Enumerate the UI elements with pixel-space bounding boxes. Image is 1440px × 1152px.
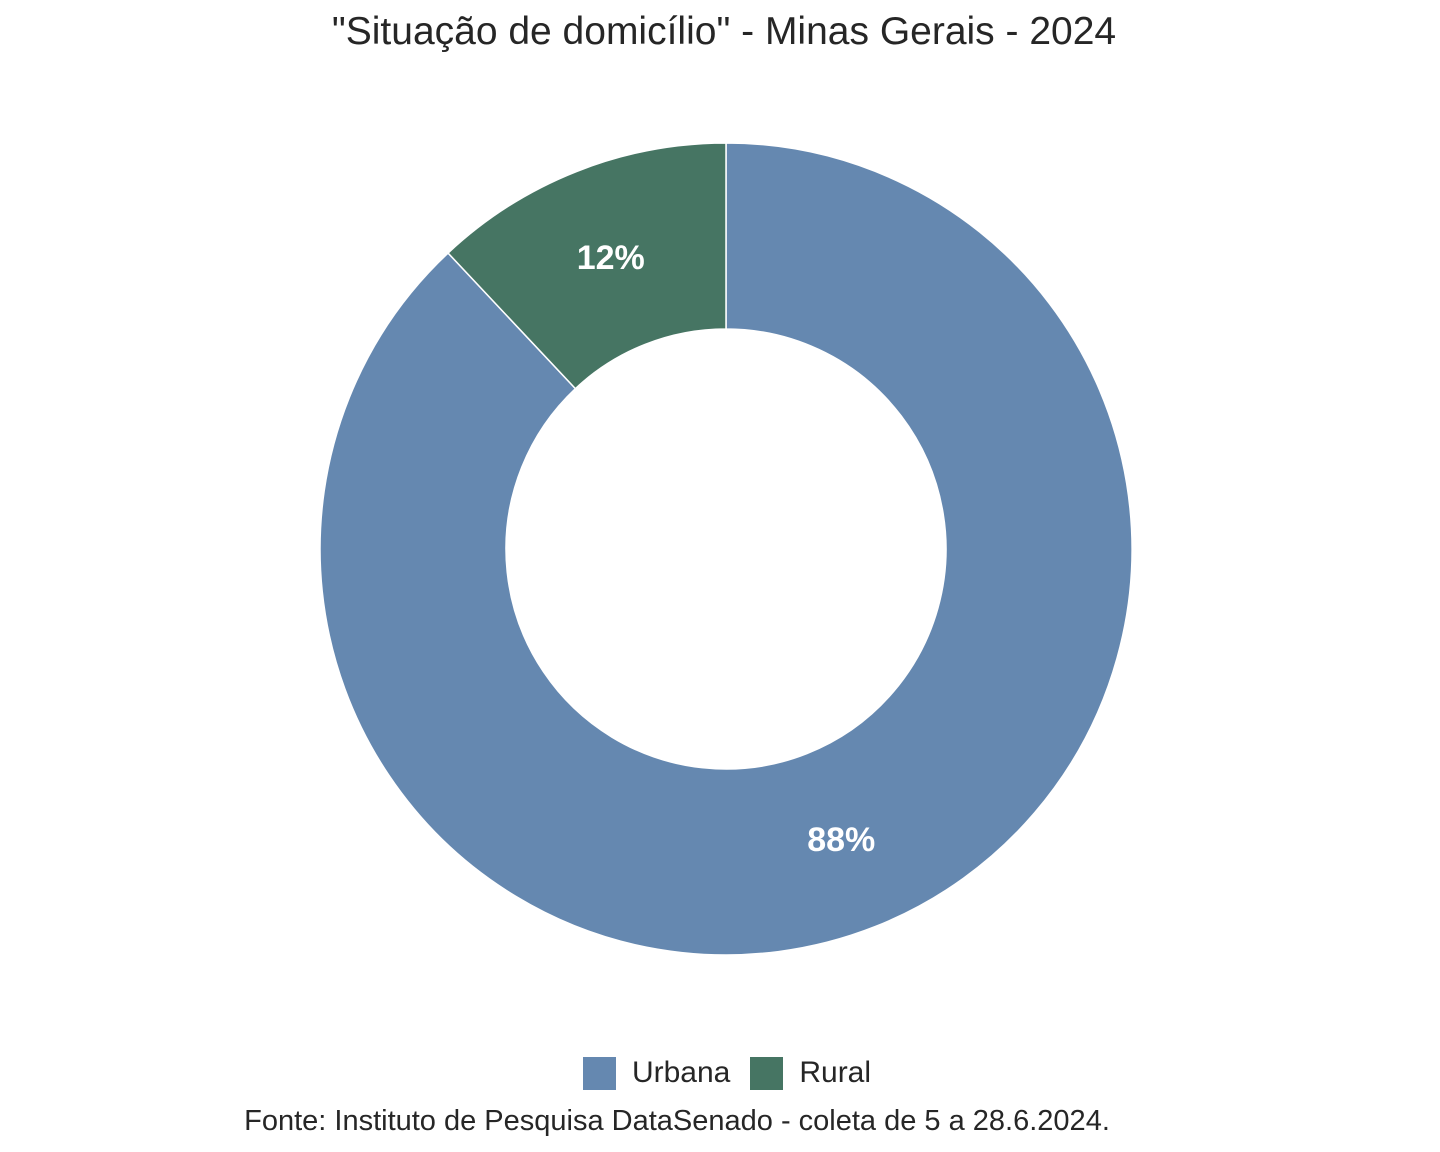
- donut-slices: [319, 142, 1133, 956]
- chart-title: "Situação de domicílio" - Minas Gerais -…: [331, 10, 1117, 53]
- donut-labels: 88% 12%: [577, 239, 876, 859]
- slice-urbana: [319, 142, 1133, 956]
- slice-label-urbana: 88%: [807, 821, 875, 859]
- legend-item-urbana: Urbana: [582, 1053, 731, 1093]
- legend-swatch-urbana: [582, 1056, 616, 1090]
- legend: Urbana Rural: [0, 1053, 1440, 1093]
- legend-label-rural: Rural: [799, 1056, 872, 1089]
- source-caption: Fonte: Instituto de Pesquisa DataSenado …: [244, 1105, 1110, 1137]
- legend-item-rural: Rural: [750, 1053, 871, 1093]
- legend-swatch-rural: [750, 1056, 784, 1090]
- slice-label-rural: 12%: [577, 239, 645, 277]
- legend-label-urbana: Urbana: [631, 1056, 731, 1089]
- slice-rural: [447, 142, 727, 390]
